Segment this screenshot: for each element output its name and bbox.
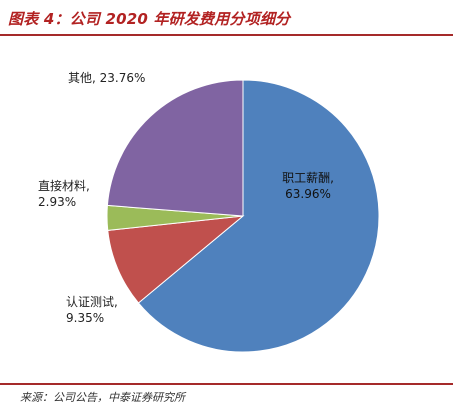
- label-testing-name: 认证测试: [66, 295, 115, 309]
- label-testing: 认证测试, 9.35%: [66, 295, 118, 325]
- label-salary-name: 职工薪酬: [282, 171, 331, 185]
- pie-slice-salary: [137, 79, 380, 353]
- label-salary-percent: 63.96%: [285, 187, 331, 201]
- label-other: 其他, 23.76%: [68, 71, 146, 85]
- source-divider: [0, 383, 453, 385]
- label-materials: 直接材料, 2.93%: [38, 179, 90, 209]
- label-other-percent: 23.76%: [99, 71, 146, 85]
- label-salary: 职工薪酬, 63.96%: [268, 170, 348, 202]
- title-divider: [0, 34, 453, 36]
- label-testing-percent: 9.35%: [66, 311, 105, 325]
- pie-slice-testing: [107, 215, 245, 304]
- label-materials-percent: 2.93%: [38, 195, 77, 209]
- pie-chart-svg: [106, 79, 380, 353]
- label-materials-name: 直接材料: [38, 179, 87, 193]
- figure-title: 图表 4：公司 2020 年研发费用分项细分: [8, 10, 291, 28]
- label-other-name: 其他: [68, 71, 93, 85]
- pie-slice-other: [106, 79, 244, 217]
- source-note: 来源：公司公告，中泰证券研究所: [20, 391, 185, 404]
- pie-chart: 职工薪酬, 63.96% 认证测试, 9.35% 直接材料, 2.93% 其他,…: [0, 36, 453, 381]
